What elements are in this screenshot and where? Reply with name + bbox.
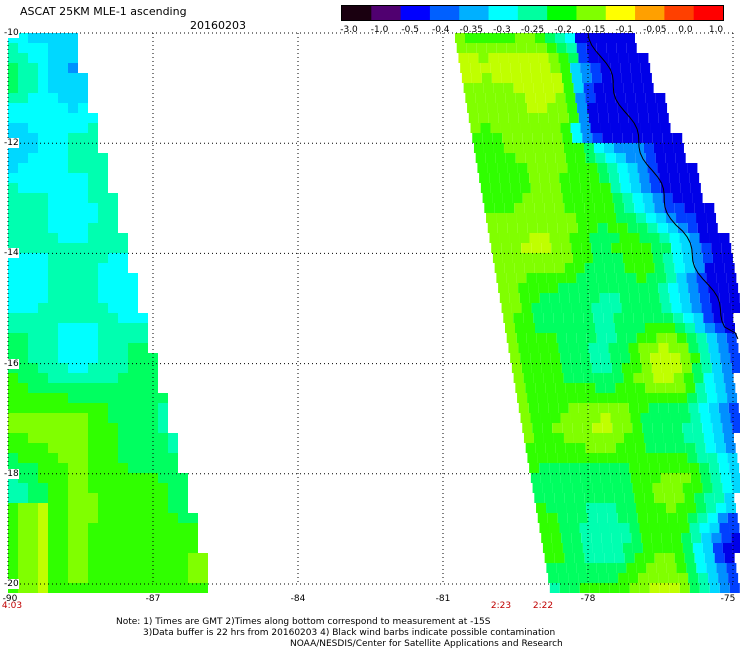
colorbar-segment [371,6,402,20]
latitude-label: -20 [4,579,19,589]
latitude-label: -18 [4,468,19,479]
longitude-label: -81 [435,594,451,604]
note-line-3: NOAA/NESDIS/Center for Satellite Applica… [290,639,563,649]
map-date: 20160203 [190,19,246,32]
colorbar [341,5,724,21]
colorbar-segment [459,6,490,20]
note-line-2: 3)Data buffer is 22 hrs from 20160203 4)… [143,628,556,638]
colorbar-segment [429,6,460,20]
coastline [587,32,739,340]
time-label-left: 4:03 [1,601,23,611]
colorbar-tick-label: -0.5 [401,25,419,35]
colorbar-segment [635,6,665,20]
longitude-label: -90 [2,594,18,604]
colorbar-tick-label: -0.3 [493,25,511,35]
colorbar-segment [547,6,577,20]
map-plot[interactable] [0,0,740,600]
colorbar-tick-label: -0.35 [459,25,483,35]
colorbar-segment [693,6,723,20]
note-line-1: Note: 1) Times are GMT 2)Times along bot… [116,617,491,627]
longitude-label: -75 [720,594,736,604]
colorbar-tick-label: 0.0 [678,25,693,35]
colorbar-segment [342,6,372,20]
colorbar-segment [517,6,548,20]
colorbar-tick-label: -0.15 [582,25,606,35]
time-label-mid-2: 2:22 [532,601,554,611]
colorbar-tick-label: -0.4 [431,25,450,35]
scatterometer-swaths [8,33,740,593]
colorbar-tick-label: 1.0 [708,25,724,35]
longitude-label: -78 [580,594,596,604]
latitude-label: -14 [4,248,19,259]
colorbar-segment [488,6,519,20]
colorbar-tick-label: -0.25 [520,25,545,35]
colorbar-segment [576,6,607,20]
colorbar-tick-label: -3.0 [340,25,358,35]
colorbar-tick-label: -0.2 [554,25,572,35]
latitude-label: -12 [4,138,19,149]
latitude-label: -16 [4,358,19,369]
time-label-mid-1: 2:23 [490,601,512,611]
graticule [7,32,734,585]
colorbar-tick-label: -0.05 [643,25,667,35]
colorbar-tick-label: -1.0 [370,25,389,35]
colorbar-segment [605,6,636,20]
colorbar-segment [664,6,695,20]
longitude-label: -84 [290,594,306,604]
map-title: ASCAT 25KM MLE-1 ascending [20,5,187,18]
colorbar-segment [400,6,431,20]
colorbar-tick-label: -0.1 [615,25,634,35]
longitude-label: -87 [145,594,161,604]
latitude-label: -10 [4,28,19,38]
